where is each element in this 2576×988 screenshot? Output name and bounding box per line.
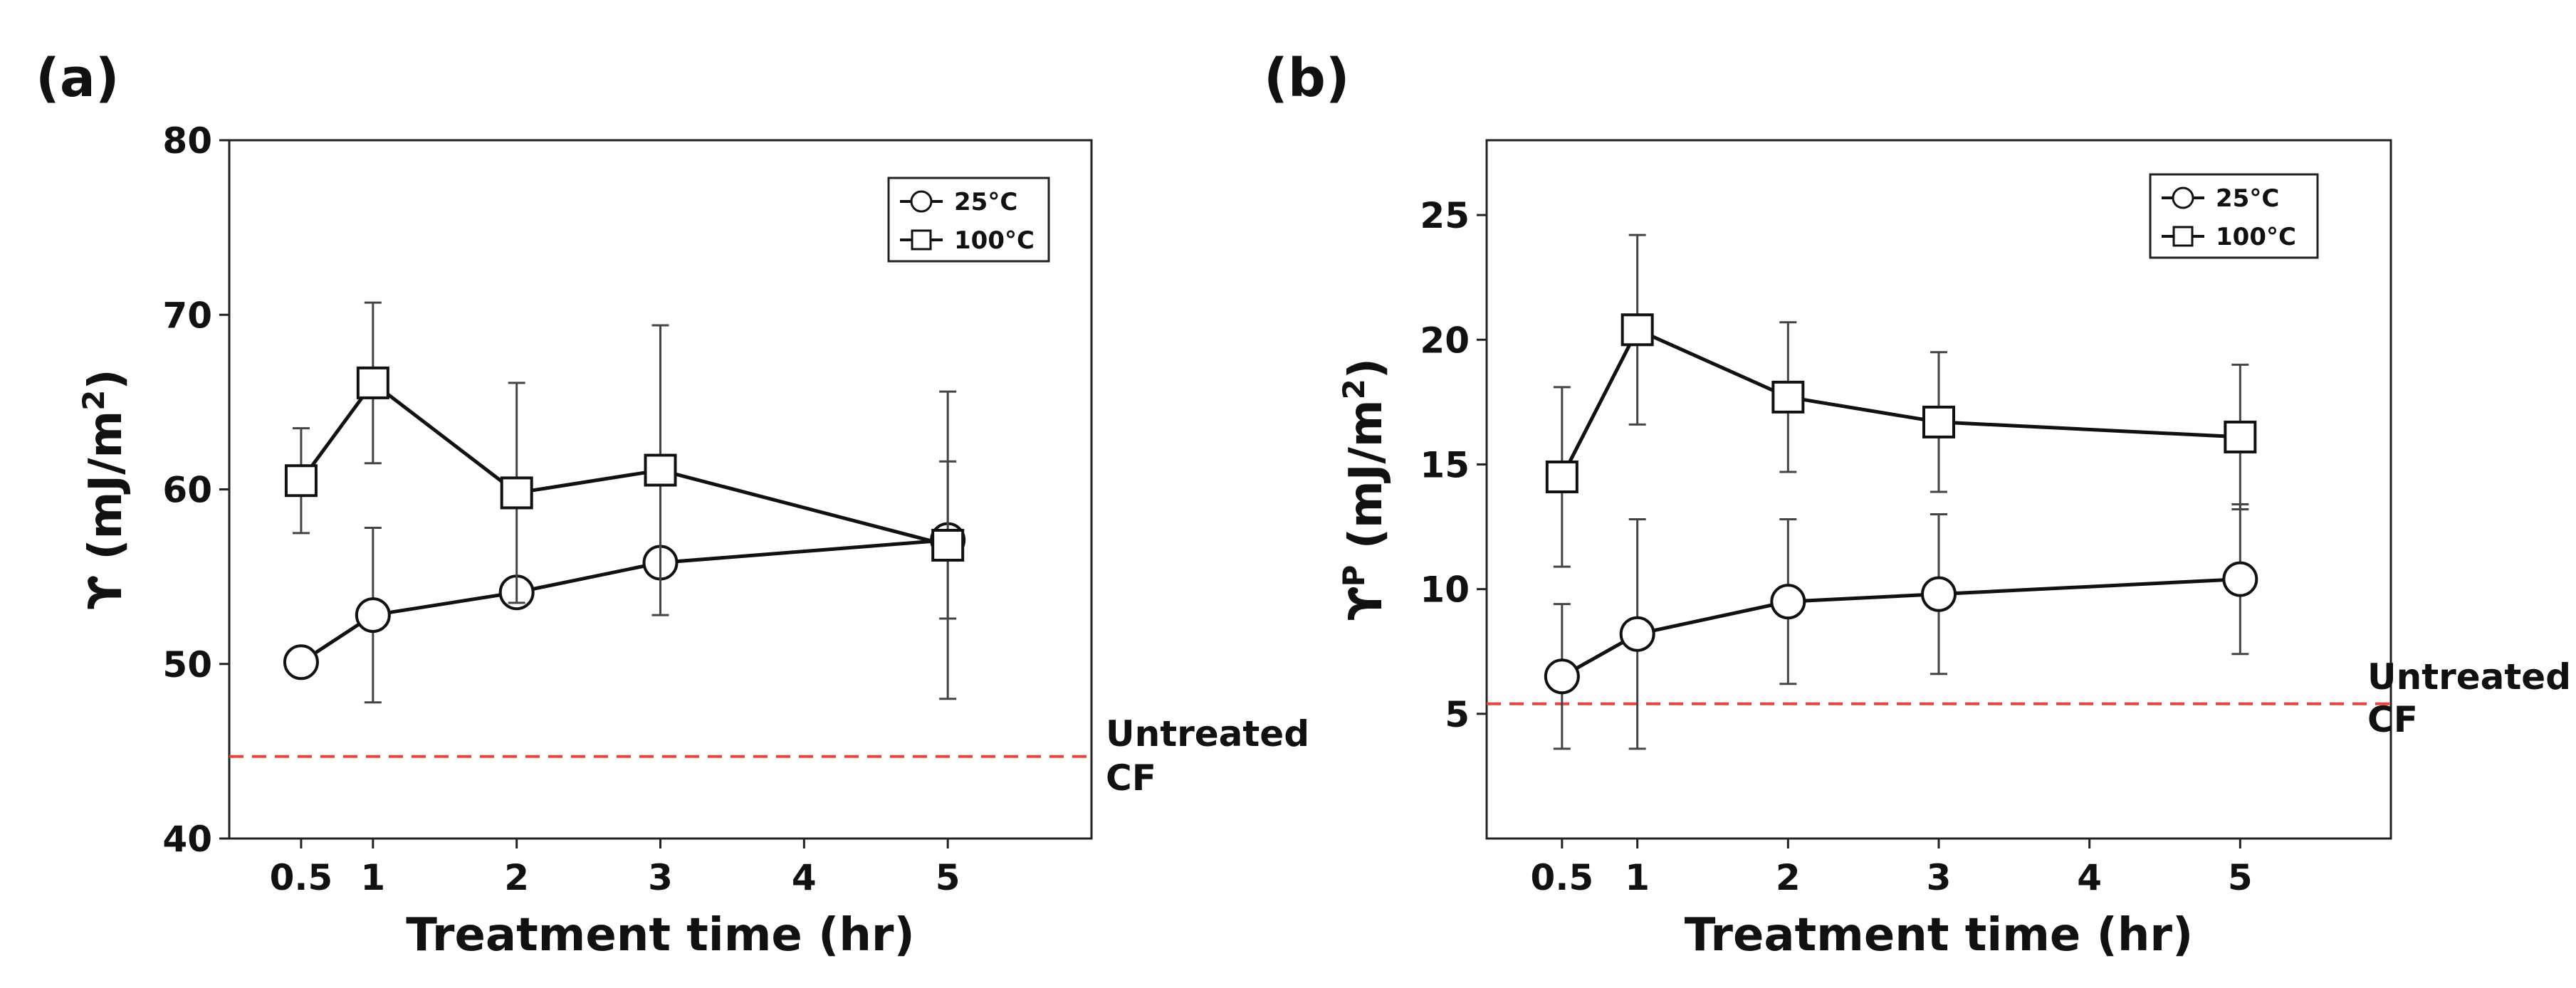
marker-circle-25c — [1619, 616, 1655, 652]
y-tick-label-b: 25 — [1420, 195, 1470, 236]
legend-label-100c: 100°C — [2216, 223, 2296, 251]
x-tick-label-a: 1 — [360, 857, 385, 898]
x-tick-label-b: 4 — [2077, 857, 2102, 898]
legend-label-25c: 25°C — [954, 188, 1017, 216]
legend-marker-circle — [910, 190, 933, 213]
marker-square-100c — [644, 453, 677, 487]
x-tick-label-b: 3 — [1927, 857, 1952, 898]
marker-square-100c — [1621, 313, 1654, 347]
reference-label-a: CF — [1106, 757, 1156, 799]
legend-marker-square — [911, 229, 932, 251]
reference-label-b: Untreated — [2367, 656, 2571, 698]
series-a-1 — [284, 301, 965, 700]
y-axis-title-a: ϒ (mJ/m2) — [76, 369, 133, 609]
panel-label-a: (a) — [36, 48, 120, 109]
series-line-25c — [1561, 577, 2241, 678]
marker-circle-25c — [1921, 576, 1957, 612]
y-tick-label-a: 80 — [162, 120, 212, 162]
x-tick-label-a: 2 — [504, 857, 529, 898]
series-line-100c — [299, 380, 948, 547]
y-tick-label-a: 50 — [162, 644, 212, 685]
y-tick-label-b: 20 — [1420, 320, 1470, 361]
y-tick-label-b: 15 — [1420, 444, 1470, 485]
x-tick-label-b: 2 — [1776, 857, 1801, 898]
marker-circle-25c — [1544, 658, 1580, 695]
series-a-0 — [283, 460, 966, 704]
y-tick-label-a: 60 — [162, 470, 212, 511]
legend-label-100c: 100°C — [954, 226, 1035, 255]
x-tick-label-a: 3 — [648, 857, 673, 898]
marker-square-100c — [356, 366, 389, 399]
y-tick-label-b: 5 — [1445, 694, 1470, 735]
series-line-25c — [300, 538, 948, 664]
x-tick-label-a: 4 — [792, 857, 817, 898]
legend-b: 25°C 100°C — [2149, 173, 2319, 259]
marker-square-100c — [2224, 420, 2257, 453]
marker-square-100c — [1545, 460, 1578, 493]
x-tick-label-b: 0.5 — [1531, 857, 1594, 898]
reference-label-a: Untreated — [1106, 713, 1309, 755]
legend-label-25c: 25°C — [2216, 184, 2279, 213]
x-tick-label-b: 1 — [1625, 857, 1650, 898]
legend-a: 25°C 100°C — [887, 177, 1050, 263]
series-b-0 — [1544, 503, 2258, 750]
panel-label-b: (b) — [1264, 48, 1350, 109]
legend-marker-circle — [2172, 186, 2194, 209]
marker-circle-25c — [355, 597, 391, 634]
marker-square-100c — [1771, 380, 1805, 414]
y-tick-label-a: 40 — [162, 819, 212, 860]
x-tick-label-a: 5 — [936, 857, 960, 898]
marker-square-100c — [284, 464, 318, 498]
chart-b: 0.5 1 2 3 4 5 5 10 15 20 25 Treatment time (hr) ϒP (… — [1336, 139, 2571, 962]
y-tick-label-b: 10 — [1420, 569, 1470, 611]
x-tick-label-b: 5 — [2228, 857, 2253, 898]
y-axis-title-b: ϒP (mJ/m2) — [1336, 358, 1393, 621]
y-tick-label-a: 70 — [162, 295, 212, 336]
series-b-1 — [1545, 233, 2257, 568]
marker-circle-25c — [2222, 561, 2258, 597]
chart-a: 0.5 1 2 3 4 5 40 50 60 70 80 Treatment time (hr) ϒ (… — [76, 120, 1310, 962]
marker-square-100c — [500, 476, 533, 510]
marker-square-100c — [931, 528, 965, 562]
x-tick-label-a: 0.5 — [270, 857, 333, 898]
legend-marker-square — [2172, 226, 2194, 247]
x-axis-title-b: Treatment time (hr) — [1685, 909, 2193, 962]
x-axis-title-a: Treatment time (hr) — [406, 909, 914, 962]
series-line-100c — [1560, 327, 2241, 478]
marker-circle-25c — [283, 644, 319, 680]
marker-square-100c — [1922, 405, 1955, 438]
marker-circle-25c — [1770, 584, 1806, 620]
reference-label-b: CF — [2367, 699, 2418, 740]
